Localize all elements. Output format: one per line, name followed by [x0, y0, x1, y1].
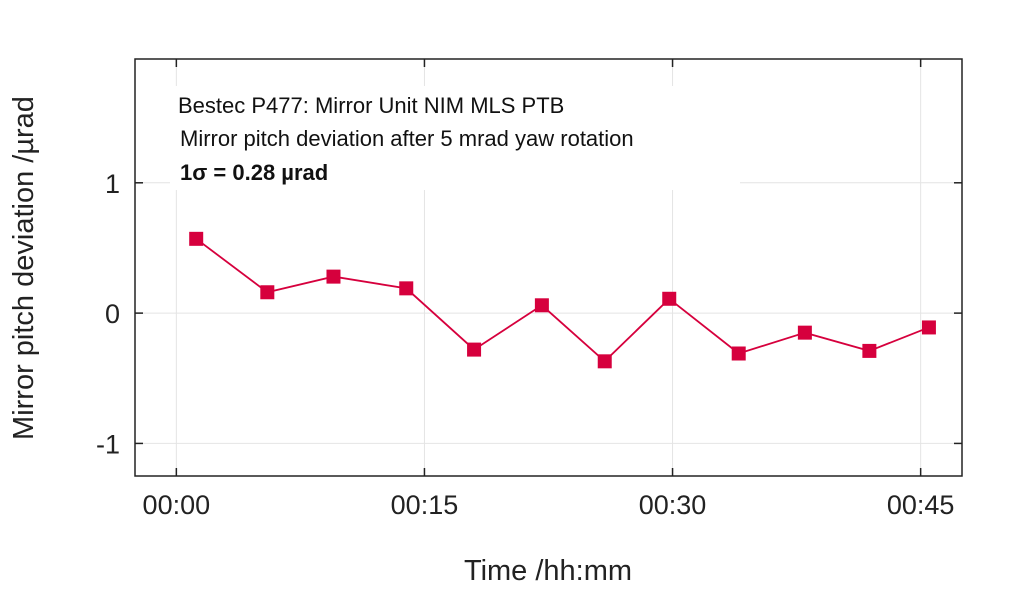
data-point-marker: [731, 346, 746, 361]
data-point-marker: [534, 298, 549, 313]
x-tick-label: 00:00: [143, 490, 211, 520]
data-point-marker: [326, 269, 341, 284]
data-point-marker: [797, 325, 812, 340]
data-point-marker: [260, 285, 275, 300]
data-point-marker: [862, 343, 877, 358]
y-axis-title: Mirror pitch deviation /µrad: [8, 96, 40, 440]
axis-ticks: [135, 59, 962, 476]
annotation-line-1: Bestec P477: Mirror Unit NIM MLS PTB: [178, 93, 564, 118]
series-line: [195, 238, 930, 363]
series-group: [189, 231, 936, 369]
x-tick-label: 00:45: [887, 490, 955, 520]
plot-area-frame: [134, 58, 963, 477]
data-point-marker: [921, 320, 936, 335]
data-point-marker: [189, 231, 204, 246]
annotation-line-2: Mirror pitch deviation after 5 mrad yaw …: [180, 126, 634, 151]
y-tick-labels: 1 0 -1: [96, 169, 120, 460]
annotation-background: [170, 86, 740, 190]
y-tick-label: -1: [96, 429, 120, 459]
x-tick-label: 00:30: [639, 490, 707, 520]
x-tick-label: 00:15: [391, 490, 459, 520]
x-axis-title: Time /hh:mm: [464, 555, 632, 587]
data-point-marker: [597, 354, 612, 369]
data-point-marker: [662, 291, 677, 306]
annotation-box: Bestec P477: Mirror Unit NIM MLS PTB Mir…: [170, 86, 740, 190]
y-tick-label: 0: [105, 299, 120, 329]
data-point-marker: [467, 342, 482, 357]
annotation-line-3: 1σ = 0.28 µrad: [180, 160, 328, 185]
x-tick-labels: 00:00 00:15 00:30 00:45: [143, 490, 955, 520]
y-tick-label: 1: [105, 169, 120, 199]
data-point-marker: [399, 281, 414, 296]
